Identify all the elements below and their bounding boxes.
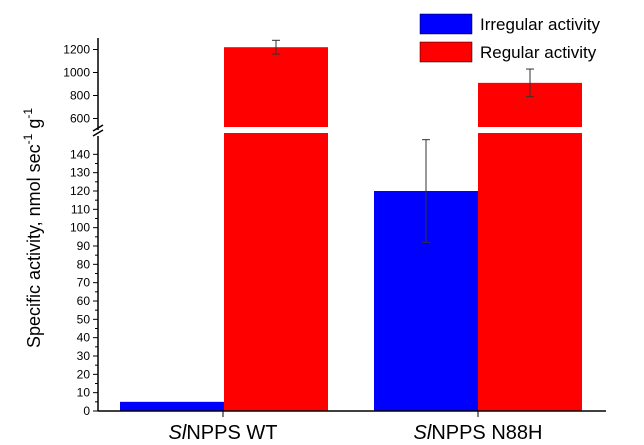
legend-swatch-0 [419, 13, 473, 35]
y-axis-label: Specific activity, nmol sec-1 g-1 [21, 108, 44, 348]
y-tick-label-20: 20 [77, 367, 91, 381]
bar-regular-1 [478, 82, 582, 411]
bar-irregular-0 [120, 401, 224, 411]
y-tick-label-10: 10 [77, 386, 91, 400]
y-tick-label-140: 140 [70, 147, 90, 161]
bar-regular-0 [224, 47, 328, 411]
y-tick-label-60: 60 [77, 294, 91, 308]
y-tick-label-0: 0 [83, 404, 90, 418]
y-tick-label-80: 80 [77, 257, 91, 271]
axis-break-mark-2 [92, 129, 104, 137]
legend-label-0: Irregular activity [480, 15, 600, 34]
y-tick-label-120: 120 [70, 184, 90, 198]
y-tick-label-110: 110 [71, 202, 90, 216]
y-tick-label-50: 50 [77, 312, 91, 326]
y-tick-label-130: 130 [70, 166, 90, 180]
y-tick-label-800: 800 [70, 89, 90, 103]
y-tick-label-30: 30 [77, 349, 91, 363]
y-tick-label-1200: 1200 [63, 43, 90, 57]
axis-break-mark-1 [92, 124, 104, 132]
y-tick-label-40: 40 [77, 331, 91, 345]
x-category-label-1: SlNPPS N88H [414, 422, 543, 444]
x-category-label-0: SlNPPS WT [169, 422, 278, 444]
legend-label-1: Regular activity [480, 43, 597, 62]
axis-break-gap [92, 127, 610, 133]
y-tick-label-1000: 1000 [63, 66, 90, 80]
y-tick-label-90: 90 [77, 239, 91, 253]
y-tick-label-70: 70 [77, 276, 91, 290]
legend-swatch-1 [419, 41, 473, 63]
y-tick-label-600: 600 [70, 112, 90, 126]
y-tick-label-100: 100 [70, 221, 90, 235]
